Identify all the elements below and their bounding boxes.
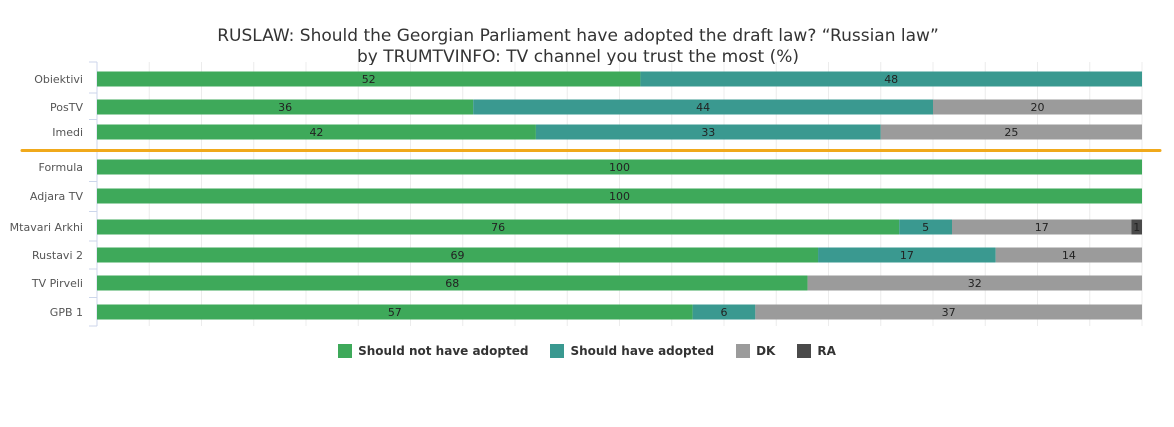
bar-segment bbox=[97, 188, 1142, 204]
data-label: 14 bbox=[1062, 249, 1076, 262]
bar-segment bbox=[880, 124, 1142, 140]
legend-label-ra: RA bbox=[817, 344, 836, 358]
legend-label-dk: DK bbox=[756, 344, 776, 358]
data-label: 33 bbox=[701, 126, 715, 139]
category-label: Formula bbox=[39, 161, 83, 174]
bar-segment bbox=[1131, 219, 1142, 235]
legend-swatch-ra bbox=[797, 344, 812, 358]
stacked-bar-chart: Obiektivi 52 48 PosTV 36 44 20 Imedi 42 33 25 Formu… bbox=[10, 61, 1162, 327]
data-label: 68 bbox=[445, 277, 459, 290]
bar-segment bbox=[97, 124, 536, 140]
bar-segment bbox=[97, 304, 693, 320]
legend-item-should-not[interactable]: Should not have adopted bbox=[338, 344, 528, 358]
data-label: 20 bbox=[1031, 101, 1045, 114]
bar-segment bbox=[899, 219, 952, 235]
bar-segment bbox=[640, 71, 1142, 87]
data-label: 32 bbox=[968, 277, 982, 290]
bar-segment bbox=[995, 247, 1142, 263]
bar-segment bbox=[97, 219, 900, 235]
data-label: 6 bbox=[721, 306, 728, 319]
bar-segment bbox=[818, 247, 996, 263]
bar-segment bbox=[933, 99, 1142, 115]
chart-title-line-2: by TRUMTVINFO: TV channel you trust the … bbox=[357, 47, 799, 65]
chart-legend: Should not have adopted Should have adop… bbox=[0, 344, 1174, 358]
data-label: 69 bbox=[451, 249, 465, 262]
bar-segment bbox=[97, 275, 808, 291]
data-label: 48 bbox=[884, 73, 898, 86]
data-label: 44 bbox=[696, 101, 710, 114]
legend-swatch-should bbox=[550, 344, 565, 358]
bar-segment bbox=[97, 71, 641, 87]
data-label: 52 bbox=[362, 73, 376, 86]
category-label: Mtavari Arkhi bbox=[10, 221, 83, 234]
category-label: PosTV bbox=[50, 101, 83, 114]
data-label: 17 bbox=[900, 249, 914, 262]
category-label: Adjara TV bbox=[30, 190, 84, 203]
category-label: Imedi bbox=[52, 126, 83, 139]
legend-item-should[interactable]: Should have adopted bbox=[550, 344, 714, 358]
data-label: 100 bbox=[609, 161, 630, 174]
data-label: 1 bbox=[1133, 221, 1140, 234]
chart-title-line-1: RUSLAW: Should the Georgian Parliament h… bbox=[217, 26, 939, 46]
bar-segment bbox=[755, 304, 1142, 320]
bar-segment bbox=[97, 159, 1142, 175]
category-label: Rustavi 2 bbox=[32, 249, 83, 262]
bar-segment bbox=[952, 219, 1132, 235]
data-label: 76 bbox=[491, 221, 505, 234]
data-label: 17 bbox=[1035, 221, 1049, 234]
legend-item-ra[interactable]: RA bbox=[797, 344, 836, 358]
category-label: Obiektivi bbox=[34, 73, 83, 86]
bar-segment bbox=[807, 275, 1142, 291]
bar-segment bbox=[97, 99, 474, 115]
data-label: 37 bbox=[942, 306, 956, 319]
legend-swatch-should-not bbox=[338, 344, 353, 358]
category-label: TV Pirveli bbox=[31, 277, 83, 290]
legend-swatch-dk bbox=[736, 344, 751, 358]
category-label: GPB 1 bbox=[50, 306, 83, 319]
legend-label-should-not: Should not have adopted bbox=[358, 344, 529, 358]
data-label: 57 bbox=[388, 306, 402, 319]
bar-segment bbox=[97, 247, 819, 263]
legend-label-should: Should have adopted bbox=[570, 344, 715, 358]
bar-segment bbox=[692, 304, 756, 320]
data-label: 36 bbox=[278, 101, 292, 114]
bar-segment bbox=[535, 124, 881, 140]
data-label: 5 bbox=[922, 221, 929, 234]
bar-segment bbox=[473, 99, 933, 115]
legend-item-dk[interactable]: DK bbox=[736, 344, 775, 358]
data-label: 25 bbox=[1004, 126, 1018, 139]
data-label: 42 bbox=[309, 126, 323, 139]
data-label: 100 bbox=[609, 190, 630, 203]
